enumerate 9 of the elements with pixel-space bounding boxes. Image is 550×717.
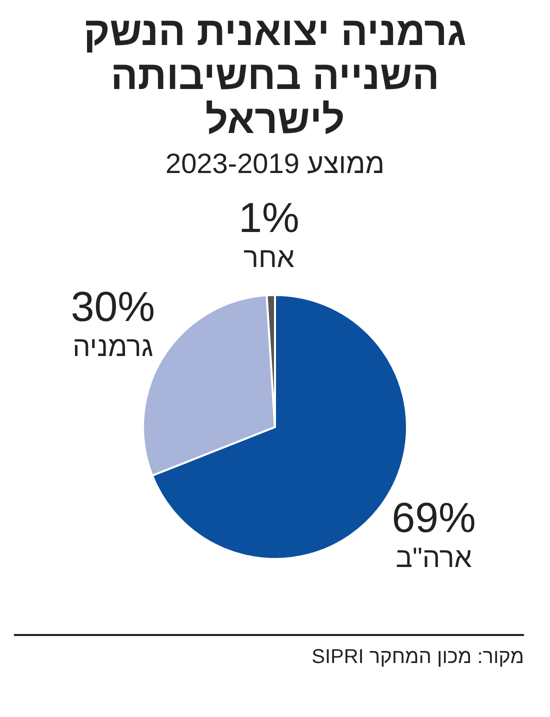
slice-label: אחר xyxy=(243,242,295,274)
chart-title: גרמניה יצואנית הנשק השנייה בחשיבותה לישראל xyxy=(82,10,468,142)
slice-label: גרמניה xyxy=(72,331,154,362)
text: מקור: מכון המחקר SIPRI xyxy=(310,646,524,669)
data-label: 1% xyxy=(238,194,300,242)
data-label: 30% xyxy=(70,283,155,330)
chart-subtitle: ממוצע 2023-2019 xyxy=(164,148,386,180)
slice-label: ארה"ב xyxy=(396,542,472,573)
data-label: 69% xyxy=(392,494,476,541)
